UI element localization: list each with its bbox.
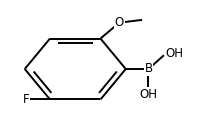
Text: F: F (23, 93, 29, 106)
Text: B: B (144, 63, 153, 75)
Text: O: O (115, 16, 124, 29)
Text: OH: OH (165, 47, 183, 60)
Text: OH: OH (140, 88, 157, 101)
